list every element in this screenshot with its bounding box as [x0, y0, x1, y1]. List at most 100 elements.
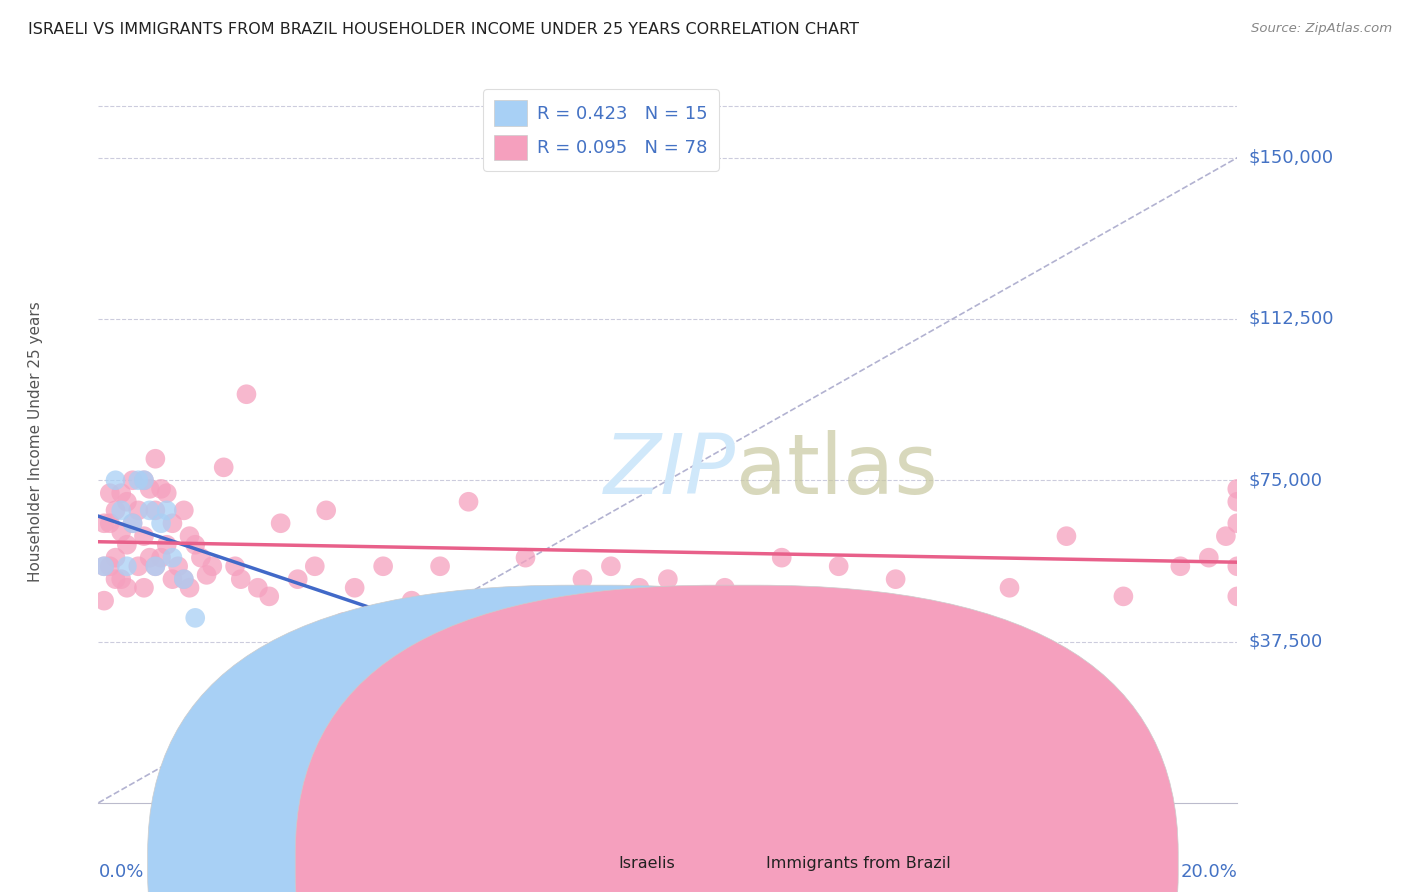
- Point: [373, 559, 395, 574]
- Point: [110, 503, 132, 517]
- Point: [104, 550, 127, 565]
- Point: [287, 572, 309, 586]
- Point: [132, 581, 155, 595]
- Point: [224, 559, 246, 574]
- Point: [150, 516, 173, 531]
- Point: [167, 559, 190, 574]
- Point: [145, 451, 167, 466]
- Point: [184, 538, 207, 552]
- Point: [343, 581, 366, 595]
- Point: [304, 559, 326, 574]
- Text: $37,500: $37,500: [1249, 632, 1323, 650]
- Text: 20.0%: 20.0%: [1181, 863, 1237, 881]
- Point: [93, 516, 115, 531]
- Point: [1226, 559, 1249, 574]
- Point: [229, 572, 252, 586]
- Text: Source: ZipAtlas.com: Source: ZipAtlas.com: [1251, 22, 1392, 36]
- Point: [515, 550, 537, 565]
- Text: ISRAELI VS IMMIGRANTS FROM BRAZIL HOUSEHOLDER INCOME UNDER 25 YEARS CORRELATION : ISRAELI VS IMMIGRANTS FROM BRAZIL HOUSEH…: [28, 22, 859, 37]
- Point: [162, 572, 184, 586]
- Point: [173, 503, 195, 517]
- Point: [1226, 516, 1249, 531]
- Point: [259, 590, 281, 604]
- Point: [457, 494, 479, 508]
- Point: [150, 482, 173, 496]
- Point: [1226, 482, 1249, 496]
- Text: 0.0%: 0.0%: [98, 863, 143, 881]
- Text: atlas: atlas: [737, 430, 938, 511]
- Point: [121, 473, 143, 487]
- FancyBboxPatch shape: [295, 585, 1178, 892]
- Point: [104, 503, 127, 517]
- Point: [162, 516, 184, 531]
- Point: [145, 559, 167, 574]
- Point: [1226, 590, 1249, 604]
- Text: Immigrants from Brazil: Immigrants from Brazil: [766, 856, 950, 871]
- Point: [1170, 559, 1192, 574]
- Point: [145, 559, 167, 574]
- Point: [571, 572, 593, 586]
- Point: [401, 593, 423, 607]
- Point: [1112, 590, 1135, 604]
- Point: [156, 486, 179, 500]
- Point: [184, 611, 207, 625]
- Text: Israelis: Israelis: [619, 856, 675, 871]
- Point: [156, 538, 179, 552]
- Point: [1056, 529, 1078, 543]
- Point: [150, 550, 173, 565]
- Point: [828, 559, 851, 574]
- Point: [1226, 494, 1249, 508]
- Point: [179, 529, 201, 543]
- Point: [115, 494, 138, 508]
- Point: [270, 516, 292, 531]
- Point: [195, 567, 218, 582]
- Point: [998, 581, 1021, 595]
- Point: [179, 581, 201, 595]
- Point: [127, 559, 149, 574]
- Text: $112,500: $112,500: [1249, 310, 1334, 328]
- Point: [115, 581, 138, 595]
- Point: [98, 559, 121, 574]
- Point: [98, 486, 121, 500]
- Point: [104, 473, 127, 487]
- Point: [628, 581, 651, 595]
- Point: [201, 559, 224, 574]
- Point: [332, 615, 354, 630]
- Point: [121, 516, 143, 531]
- Point: [138, 550, 160, 565]
- Point: [132, 473, 155, 487]
- Point: [429, 559, 451, 574]
- Point: [714, 581, 737, 595]
- Point: [600, 559, 623, 574]
- Point: [235, 387, 257, 401]
- Point: [93, 593, 115, 607]
- Point: [657, 572, 679, 586]
- Point: [212, 460, 235, 475]
- Point: [173, 572, 195, 586]
- Point: [127, 473, 149, 487]
- Point: [93, 559, 115, 574]
- Point: [110, 486, 132, 500]
- Point: [145, 503, 167, 517]
- Point: [173, 572, 195, 586]
- Point: [121, 516, 143, 531]
- Point: [770, 550, 793, 565]
- Point: [1215, 529, 1237, 543]
- Point: [246, 581, 269, 595]
- Text: $75,000: $75,000: [1249, 471, 1323, 489]
- Text: Householder Income Under 25 years: Householder Income Under 25 years: [28, 301, 44, 582]
- Point: [115, 559, 138, 574]
- Point: [315, 503, 337, 517]
- Point: [138, 482, 160, 496]
- Point: [115, 538, 138, 552]
- Point: [156, 503, 179, 517]
- Point: [104, 572, 127, 586]
- Text: $150,000: $150,000: [1249, 149, 1333, 167]
- Point: [110, 524, 132, 539]
- Point: [190, 550, 212, 565]
- Legend: R = 0.423   N = 15, R = 0.095   N = 78: R = 0.423 N = 15, R = 0.095 N = 78: [484, 89, 718, 171]
- Point: [127, 503, 149, 517]
- Point: [1198, 550, 1220, 565]
- Point: [98, 516, 121, 531]
- Point: [162, 550, 184, 565]
